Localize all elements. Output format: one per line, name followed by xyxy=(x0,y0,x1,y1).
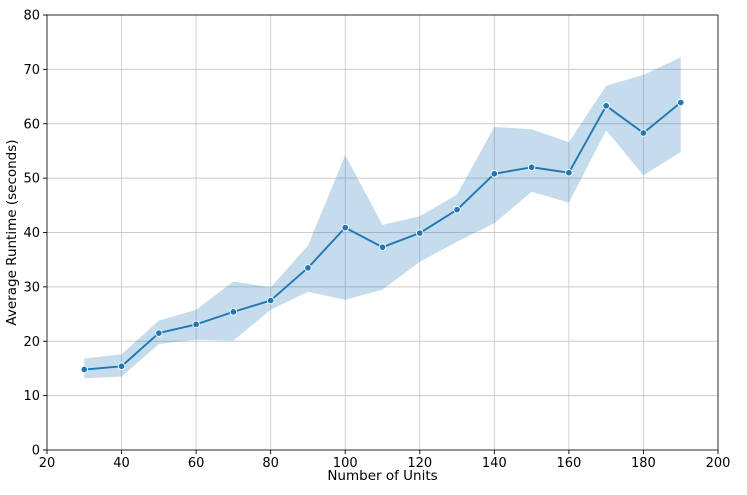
data-point-marker xyxy=(416,229,424,237)
y-tick-label: 60 xyxy=(23,117,40,132)
data-point-layer xyxy=(80,98,685,374)
x-tick-label: 180 xyxy=(631,456,656,471)
y-tick-label: 50 xyxy=(23,172,40,187)
y-tick-label: 20 xyxy=(23,335,40,350)
data-point-marker xyxy=(192,320,200,329)
data-point-marker xyxy=(304,264,312,272)
confidence-band xyxy=(84,57,681,379)
tick-label-layer: 20 40 60 80 100 120 140 160 180 200 0 10 20 30 40 50 60 7… xyxy=(23,9,730,471)
y-tick-label: 80 xyxy=(23,9,40,24)
data-point-marker xyxy=(378,243,387,251)
data-point-marker xyxy=(341,223,349,232)
data-point-marker xyxy=(266,296,275,305)
confidence-band-layer xyxy=(84,57,681,379)
data-point-marker xyxy=(80,365,89,374)
x-tick-label: 160 xyxy=(556,456,581,471)
x-tick-label: 140 xyxy=(482,456,507,471)
y-axis-label: Average Runtime (seconds) xyxy=(4,139,20,325)
y-tick-label: 10 xyxy=(23,389,40,404)
data-point-marker xyxy=(527,163,536,171)
tick-layer xyxy=(43,14,719,454)
y-tick-label: 0 xyxy=(32,444,40,459)
x-tick-label: 200 xyxy=(706,456,731,471)
data-point-marker xyxy=(639,129,648,137)
x-tick-label: 80 xyxy=(262,456,279,471)
x-tick-label: 120 xyxy=(407,456,432,471)
x-axis-label: Number of Units xyxy=(327,468,437,484)
x-tick-label: 60 xyxy=(188,456,205,471)
data-point-marker xyxy=(602,102,610,110)
x-tick-label: 40 xyxy=(113,456,130,471)
y-tick-label: 70 xyxy=(23,63,40,78)
data-point-marker xyxy=(490,170,499,178)
x-tick-label: 100 xyxy=(333,456,358,471)
data-point-marker xyxy=(229,308,238,316)
data-point-marker xyxy=(565,168,573,177)
x-tick-label: 20 xyxy=(39,456,56,471)
y-tick-label: 30 xyxy=(23,280,40,295)
data-point-marker xyxy=(676,98,685,107)
data-point-marker xyxy=(155,329,163,337)
y-tick-label: 40 xyxy=(23,226,40,241)
data-point-marker xyxy=(453,205,461,214)
data-point-marker xyxy=(117,362,126,371)
